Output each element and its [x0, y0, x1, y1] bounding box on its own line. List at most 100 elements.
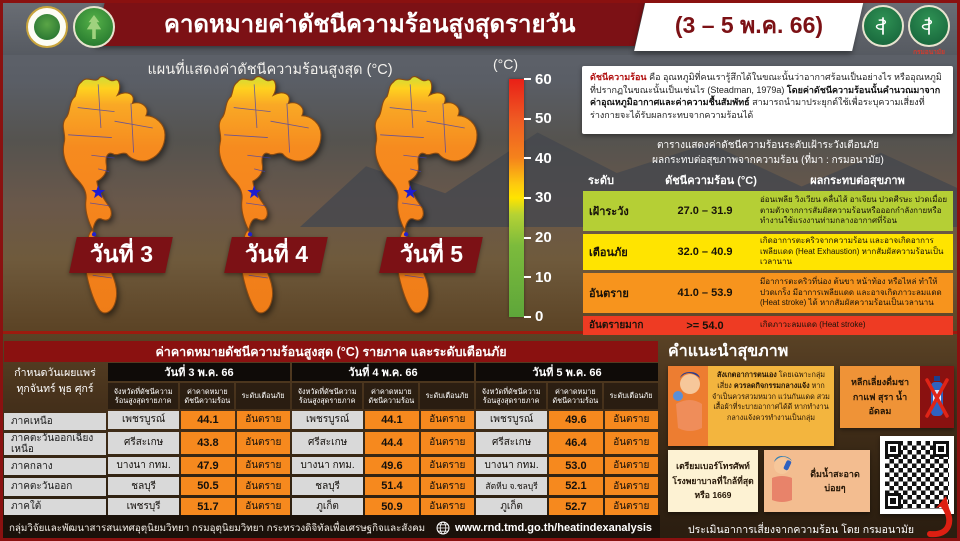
level-effect: อ่อนเพลีย วิงเวียน คลื่นไส้ อาเจียน ปวดศ… [760, 195, 948, 226]
advice-water-text: ดื่มน้ำสะอาดบ่อยๆ [810, 468, 860, 493]
qr-code [880, 436, 954, 514]
heat-index-colorbar [509, 79, 524, 317]
colorbar-ticks: 60 50 40 30 20 10 0 [524, 70, 570, 326]
province-cell: เพชรบูรณ์ [108, 411, 180, 429]
region-northeast: ภาคตะวันออกเฉียงเหนือ [4, 433, 106, 456]
province-cell: บางนา กทม. [108, 457, 180, 474]
map-day5-label: วันที่ 5 [379, 237, 483, 273]
day3-forecast-group: วันที่ 3 พ.ค. 66 จังหวัดที่ดัชนีความร้อน… [108, 363, 291, 516]
level-row-danger: อันตราย 41.0 – 53.9 มีอาการตะคริวที่น่อง… [583, 273, 953, 313]
table-row: เพชรบูรณ์ 44.1 อันตราย [292, 411, 475, 429]
table-row: ศรีสะเกษ 43.8 อันตราย [108, 431, 291, 455]
health-department-caption: กรมอนามัย [913, 49, 945, 56]
globe-icon [436, 521, 450, 535]
level-table-caption-line2: ผลกระทบต่อสุขภาพจากความร้อน (ที่มา : กรม… [652, 154, 884, 166]
value-cell: 51.4 [365, 476, 419, 496]
level-cell: อันตราย [604, 411, 659, 429]
schedule-line2: ทุกจันทร์ พุธ ศุกร์ [16, 382, 94, 395]
level-range: >= 54.0 [686, 319, 724, 332]
advice-observe-bold1: สังเกตอาการตนเอง [716, 370, 777, 379]
tick-30: 30 [535, 189, 552, 207]
value-cell: 46.4 [549, 431, 603, 455]
province-cell: ภูเก็ต [476, 498, 548, 516]
tick-60: 60 [535, 70, 552, 88]
level-cell: อันตราย [604, 476, 659, 496]
province-cell: ภูเก็ต [292, 498, 364, 516]
level-row-watch: เฝ้าระวัง 27.0 – 31.9 อ่อนเพลีย วิงเวียน… [583, 191, 953, 231]
value-cell: 52.1 [549, 476, 603, 496]
province-cell: ศรีสะเกษ [476, 431, 548, 455]
definition-term: ดัชนีความร้อน [590, 72, 647, 82]
region-column: กำหนดวันเผยแพร่ ทุกจันทร์ พุธ ศุกร์ ภาคเ… [4, 363, 106, 516]
region-south: ภาคใต้ [4, 498, 106, 516]
value-cell: 50.5 [181, 476, 235, 496]
level-row-extreme-danger: อันตรายมาก >= 54.0 เกิดภาวะลมแดด (Heat s… [583, 316, 953, 335]
province-cell: ศรีสะเกษ [108, 431, 180, 455]
region-central: ภาคกลาง [4, 458, 106, 475]
health-advice-title: คำแนะนำสุขภาพ [668, 343, 789, 360]
province-cell: เพชรบุรี [108, 498, 180, 516]
section-divider [0, 331, 960, 334]
level-name: เฝ้าระวัง [589, 206, 629, 218]
table-row: เพชรบูรณ์ 44.1 อันตราย [108, 411, 291, 429]
level-name: อันตรายมาก [589, 320, 644, 331]
region-east: ภาคตะวันออก [4, 477, 106, 496]
col-header-level: ระดับเตือนภัย [236, 383, 290, 409]
level-cell: อันตราย [420, 431, 475, 455]
digital-ministry-logo-icon [73, 6, 115, 48]
level-range: 32.0 – 40.9 [677, 246, 733, 258]
level-cell: อันตราย [236, 498, 291, 516]
date-range-box: (3 – 5 พ.ค. 66) [634, 0, 864, 51]
map-section-title: แผนที่แสดงค่าดัชนีความร้อนสูงสุด (°C) [147, 62, 393, 78]
province-cell: บางนา กทม. [476, 457, 548, 474]
value-cell: 44.4 [365, 431, 419, 455]
level-cell: อันตราย [236, 457, 291, 474]
day4-header: วันที่ 4 พ.ค. 66 [292, 363, 474, 381]
province-cell: เพชรบูรณ์ [476, 411, 548, 429]
tick-20: 20 [535, 229, 552, 247]
col-level: ระดับ [588, 175, 614, 187]
day3-header: วันที่ 3 พ.ค. 66 [108, 363, 290, 381]
advice-observe-text1: โดยเฉพาะกลุ่มเสี่ยง [717, 370, 826, 390]
advice-observe-text2: หากจำเป็นควรสวมหมวก แว่นกันแดด สวมเสื้อผ… [712, 380, 830, 423]
value-cell: 49.6 [365, 457, 419, 474]
advice-card-water: ดื่มน้ำสะอาดบ่อยๆ [764, 450, 870, 512]
province-cell: บางนา กทม. [292, 457, 364, 474]
col-range: ดัชนีความร้อน (°C) [665, 175, 757, 187]
level-cell: อันตราย [236, 476, 291, 496]
value-cell: 44.1 [181, 411, 235, 429]
header-bar: คาดหมายค่าดัชนีความร้อนสูงสุดรายวัน (3 –… [0, 0, 960, 55]
level-range: 27.0 – 31.9 [677, 205, 733, 217]
level-cell: อันตราย [236, 431, 291, 455]
advice-card-avoid-drinks: หลีกเลี่ยงดื่มชา กาแฟ สุรา น้ำอัดลม [840, 366, 954, 428]
level-cell: อันตราย [604, 498, 659, 516]
day5-forecast-group: วันที่ 5 พ.ค. 66 จังหวัดที่ดัชนีความร้อน… [476, 363, 659, 516]
thailand-map-day4 [218, 75, 322, 314]
value-cell: 53.0 [549, 457, 603, 474]
footer-bar: กลุ่มวิจัยและพัฒนาสารสนเทศอุตุนิยมวิทยา … [0, 515, 660, 541]
level-table-caption-line1: ตารางแสดงค่าดัชนีความร้อนระดับเฝ้าระวังเ… [657, 140, 879, 151]
region-north: ภาคเหนือ [4, 413, 106, 431]
advice-observe-text: สังเกตอาการตนเอง โดยเฉพาะกลุ่มเสี่ยง ควร… [708, 366, 834, 446]
credit-text: กลุ่มวิจัยและพัฒนาสารสนเทศอุตุนิยมวิทยา … [9, 522, 426, 534]
table-row: บางนา กทม. 49.6 อันตราย [292, 457, 475, 474]
col-header-province: จังหวัดที่ดัชนีความร้อนสูงสุดรายภาค [476, 383, 547, 409]
value-cell: 50.9 [365, 498, 419, 516]
advice-card-observe: สังเกตอาการตนเอง โดยเฉพาะกลุ่มเสี่ยง ควร… [668, 366, 834, 446]
col-header-value: ค่าคาดหมายดัชนีความร้อน [180, 383, 235, 409]
province-cell: ชลบุรี [292, 476, 364, 496]
tick-40: 40 [535, 149, 552, 167]
level-cell: อันตราย [420, 411, 475, 429]
level-table-header: ระดับ ดัชนีความร้อน (°C) ผลกระทบต่อสุขภา… [583, 172, 953, 188]
level-cell: อันตราย [604, 457, 659, 474]
warning-level-table: ระดับ ดัชนีความร้อน (°C) ผลกระทบต่อสุขภา… [583, 172, 953, 335]
website-url[interactable]: www.rnd.tmd.go.th/heatindexanalysis [454, 522, 652, 534]
definition-text-b: สามารถนำมาประยุกต์ใช้เพื่อระบุความเสี่ยง… [590, 97, 925, 120]
province-cell: ชลบุรี [108, 476, 180, 496]
col-header-value: ค่าคาดหมายดัชนีความร้อน [364, 383, 419, 409]
level-effect: เกิดภาวะลมแดด (Heat stroke) [760, 320, 866, 330]
regional-forecast-table: ค่าคาดหมายดัชนีความร้อนสูงสุด (°C) รายภา… [4, 341, 659, 516]
level-effect: มีอาการตะคริวที่น่อง ต้นขา หน้าท้อง หรือ… [760, 277, 942, 308]
map-day3-label: วันที่ 3 [69, 237, 173, 273]
